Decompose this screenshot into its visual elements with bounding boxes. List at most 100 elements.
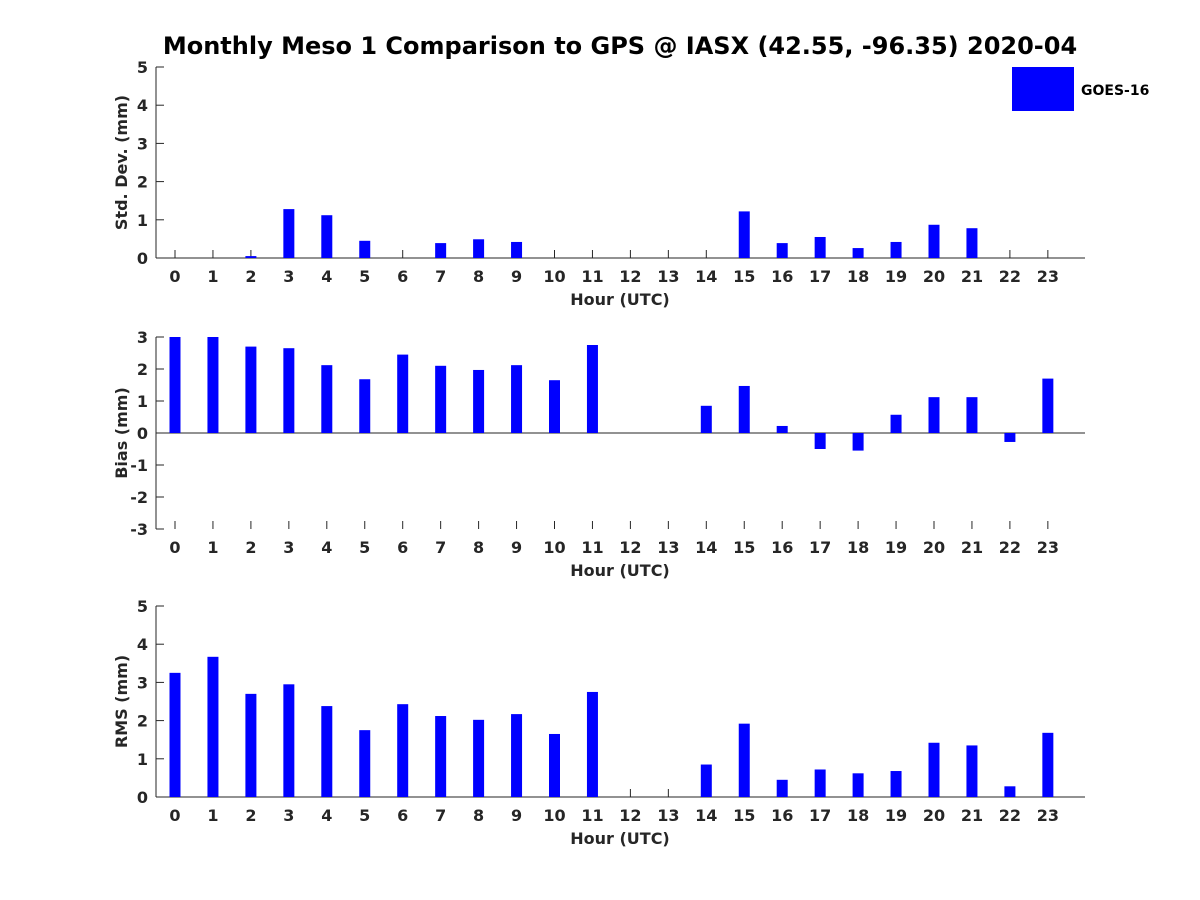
x-tick-label: 1	[207, 267, 218, 286]
bar	[473, 369, 485, 433]
x-tick-label: 20	[923, 806, 945, 825]
x-tick-label: 16	[771, 267, 793, 286]
bar	[852, 248, 864, 258]
x-tick-label: 6	[397, 538, 408, 557]
y-tick-label: 0	[137, 788, 148, 807]
x-tick-label: 14	[695, 267, 717, 286]
x-tick-label: 20	[923, 267, 945, 286]
bar	[966, 397, 978, 433]
x-tick-label: 15	[733, 538, 755, 557]
x-tick-label: 6	[397, 806, 408, 825]
bar	[359, 379, 371, 433]
x-tick-label: 16	[771, 806, 793, 825]
x-tick-label: 22	[999, 806, 1021, 825]
bar	[435, 716, 447, 797]
y-tick-label: 1	[137, 392, 148, 411]
x-tick-label: 12	[619, 806, 641, 825]
bar	[321, 215, 333, 258]
y-tick-label: 3	[137, 134, 148, 153]
bar	[511, 714, 523, 797]
y-tick-label: 2	[137, 360, 148, 379]
y-tick-label: 4	[137, 96, 148, 115]
bar	[511, 241, 523, 258]
y-tick-label: 3	[137, 328, 148, 347]
y-tick-label: 5	[137, 58, 148, 77]
legend: GOES-16	[1012, 67, 1149, 111]
bar	[397, 704, 409, 797]
y-tick-label: 5	[137, 597, 148, 616]
x-tick-label: 15	[733, 806, 755, 825]
y-tick-label: 2	[137, 173, 148, 192]
bar	[435, 365, 447, 433]
bar	[1004, 433, 1016, 442]
bar	[283, 209, 295, 258]
x-tick-label: 23	[1037, 806, 1059, 825]
x-tick-label: 10	[543, 267, 565, 286]
bar	[852, 433, 864, 451]
x-tick-label: 14	[695, 538, 717, 557]
bar	[245, 346, 257, 433]
x-tick-label: 0	[169, 806, 180, 825]
y-tick-label: 4	[137, 635, 148, 654]
bar	[283, 684, 295, 797]
bar	[207, 337, 219, 433]
bar	[890, 771, 902, 797]
bar	[511, 365, 523, 433]
bar	[814, 433, 826, 449]
y-tick-label: -3	[130, 520, 148, 539]
y-tick-label: 0	[137, 424, 148, 443]
x-tick-label: 4	[321, 538, 332, 557]
x-tick-label: 19	[885, 267, 907, 286]
bar	[549, 733, 560, 797]
bar	[473, 239, 485, 258]
y-tick-label: 1	[137, 750, 148, 769]
x-tick-label: 18	[847, 267, 869, 286]
x-tick-label: 16	[771, 538, 793, 557]
x-tick-label: 17	[809, 806, 831, 825]
bar	[169, 337, 181, 433]
x-tick-label: 0	[169, 267, 180, 286]
x-tick-label: 13	[657, 267, 679, 286]
bar	[966, 745, 978, 797]
y-axis-label: Bias (mm)	[112, 387, 131, 479]
x-tick-label: 18	[847, 806, 869, 825]
bar	[700, 764, 712, 797]
x-tick-label: 11	[581, 806, 603, 825]
x-tick-label: 11	[581, 538, 603, 557]
x-tick-label: 0	[169, 538, 180, 557]
bar	[1042, 732, 1054, 797]
x-tick-label: 13	[657, 538, 679, 557]
y-tick-label: -1	[130, 456, 148, 475]
x-tick-label: 5	[359, 806, 370, 825]
y-tick-label: 1	[137, 211, 148, 230]
x-tick-label: 4	[321, 806, 332, 825]
x-tick-label: 3	[283, 538, 294, 557]
x-tick-label: 11	[581, 267, 603, 286]
bar	[473, 719, 485, 797]
x-tick-label: 22	[999, 538, 1021, 557]
bar	[549, 380, 560, 433]
bar	[321, 365, 333, 433]
bar	[814, 236, 826, 258]
x-tick-label: 21	[961, 538, 983, 557]
x-tick-label: 2	[245, 267, 256, 286]
bar	[321, 706, 333, 797]
x-tick-label: 18	[847, 538, 869, 557]
x-tick-label: 8	[473, 806, 484, 825]
bar	[738, 723, 750, 797]
y-tick-label: 0	[137, 249, 148, 268]
x-tick-label: 20	[923, 538, 945, 557]
bar	[586, 691, 598, 797]
x-tick-label: 7	[435, 538, 446, 557]
x-tick-label: 2	[245, 806, 256, 825]
x-tick-label: 15	[733, 267, 755, 286]
bar	[738, 385, 750, 433]
y-axis-label: Std. Dev. (mm)	[112, 95, 131, 230]
bar	[738, 211, 750, 258]
x-tick-label: 19	[885, 806, 907, 825]
x-tick-label: 12	[619, 267, 641, 286]
bar	[359, 730, 371, 797]
